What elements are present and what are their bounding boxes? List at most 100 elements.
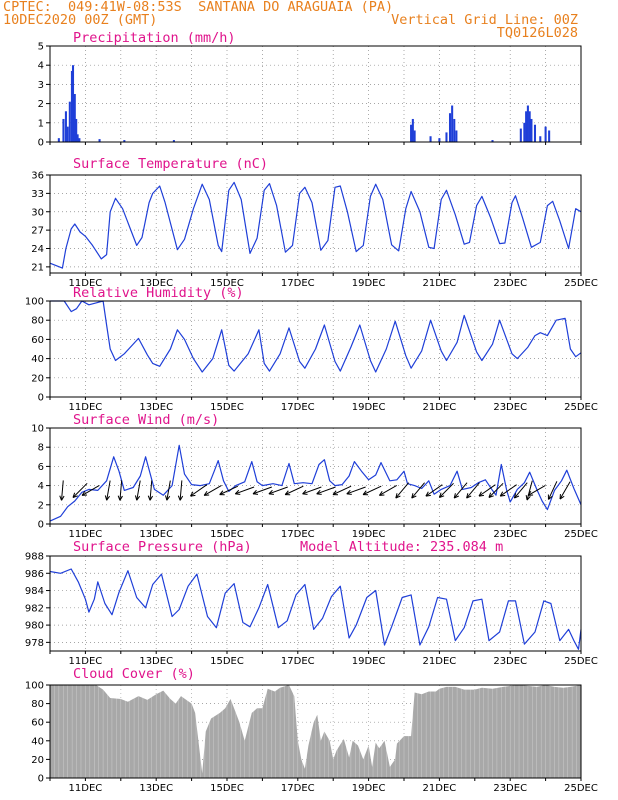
x-tick-label: 25DEC	[564, 783, 598, 794]
y-tick-label: 100	[25, 297, 44, 308]
precip-bar	[445, 132, 448, 142]
y-tick-label: 60	[31, 718, 44, 729]
y-tick-label: 0	[38, 393, 44, 404]
wind-arrow	[234, 486, 255, 495]
humidity-panel: Relative Humidity (%) 0 20 40 60 80 100 11DEC 13…	[25, 285, 598, 413]
y-tick-label: 1	[38, 118, 44, 129]
wind-arrow	[134, 480, 141, 501]
model-code: TQ0126L028	[496, 25, 578, 41]
precip-bar	[64, 111, 67, 142]
precip-bar	[66, 126, 69, 142]
precip-bar	[172, 140, 175, 142]
wind-title: Surface Wind (m/s)	[73, 412, 219, 428]
x-tick-label: 21DEC	[423, 278, 457, 289]
y-tick-label: 980	[25, 621, 44, 632]
wind-arrow	[346, 486, 366, 495]
pressure-data	[49, 568, 582, 650]
x-tick-label: 21DEC	[423, 656, 457, 667]
wind-arrow	[453, 482, 468, 499]
y-tick-label: 33	[31, 189, 44, 200]
wind-arrow	[488, 482, 504, 498]
precip-bar	[98, 139, 101, 142]
precip-bar	[57, 138, 60, 142]
x-tick-label: 17DEC	[281, 656, 315, 667]
precip-bar	[519, 128, 522, 142]
y-tick-label: 40	[31, 736, 44, 747]
cloud-cover-panel: Cloud Cover (%) 0 20 40 60 80 100 11DEC 13DEC 15D…	[25, 666, 598, 794]
y-tick-label: 5	[38, 42, 44, 53]
plot-frame	[49, 684, 582, 779]
wind-arrow	[466, 482, 480, 499]
x-tick-label: 19DEC	[352, 402, 386, 413]
x-tick-label: 13DEC	[139, 402, 173, 413]
x-tick-label: 11DEC	[69, 656, 103, 667]
x-tick-label: 17DEC	[281, 278, 315, 289]
precip-bar	[411, 118, 414, 142]
precip-bar	[410, 124, 413, 142]
x-tick-label: 11DEC	[69, 529, 103, 540]
wind-arrow	[59, 480, 65, 501]
wind-arrow	[425, 484, 443, 497]
humidity-data	[50, 300, 582, 373]
x-tick-label: 13DEC	[139, 529, 173, 540]
x-tick-label: 15DEC	[210, 278, 244, 289]
y-tick-label: 978	[25, 638, 44, 649]
wind-arrow	[411, 482, 425, 499]
precip-bar	[451, 105, 454, 142]
precip-bar	[448, 113, 452, 142]
cloud-cover-title: Cloud Cover (%)	[73, 666, 195, 682]
wind-arrow	[117, 480, 123, 501]
x-tick-label: 23DEC	[493, 402, 527, 413]
x-tick-label: 15DEC	[210, 656, 244, 667]
precipitation-data	[57, 65, 551, 142]
y-tick-label: 80	[31, 316, 44, 327]
pressure-title: Surface Pressure (hPa)	[73, 539, 252, 555]
wind-arrow	[252, 486, 272, 495]
y-tick-label: 36	[31, 171, 44, 182]
wind-arrow	[104, 480, 111, 501]
wind-arrow	[362, 485, 382, 496]
precip-bar	[453, 118, 456, 142]
y-tick-label: 984	[25, 586, 44, 597]
y-tick-label: 2	[38, 99, 44, 110]
y-tick-label: 8	[38, 443, 44, 454]
wind-panel: Surface Wind (m/s) 0 2 4 6 8 10 11DEC 13DEC 15DEC…	[31, 412, 598, 540]
wind-arrow	[332, 485, 352, 496]
plot-frame	[49, 300, 582, 398]
precip-bar	[455, 130, 458, 142]
precipitation-title: Precipitation (mm/h)	[73, 30, 236, 46]
date-header: 10DEC2020 00Z (GMT)	[3, 12, 158, 28]
pressure-panel: Surface Pressure (hPa) Model Altitude: 23…	[25, 539, 598, 667]
precip-bar	[73, 94, 76, 142]
plot-frame	[49, 427, 582, 525]
x-tick-label: 11DEC	[69, 783, 103, 794]
y-tick-label: 3	[38, 80, 44, 91]
precip-bar	[413, 130, 416, 142]
precip-bar	[528, 111, 531, 142]
x-tick-label: 21DEC	[423, 783, 457, 794]
wind-arrow	[177, 480, 184, 501]
y-tick-label: 40	[31, 354, 44, 365]
x-tick-label: 15DEC	[210, 529, 244, 540]
wind-arrow	[81, 484, 100, 496]
x-tick-label: 25DEC	[564, 402, 598, 413]
precip-bar	[123, 140, 126, 142]
precip-bar	[539, 136, 542, 142]
x-tick-label: 15DEC	[210, 402, 244, 413]
humidity-line	[50, 300, 582, 373]
precipitation-panel: Precipitation (mm/h) 0 1 2 3 4 5	[38, 30, 582, 149]
wind-arrow	[395, 482, 410, 499]
y-tick-label: 80	[31, 699, 44, 710]
x-tick-label: 13DEC	[139, 656, 173, 667]
y-tick-label: 982	[25, 603, 44, 614]
wind-arrow	[147, 480, 154, 501]
precip-bar	[544, 126, 547, 142]
y-tick-label: 6	[38, 462, 44, 473]
x-tick-label: 13DEC	[139, 783, 173, 794]
y-tick-label: 20	[31, 373, 44, 384]
y-tick-label: 986	[25, 569, 44, 580]
wind-arrow	[525, 480, 533, 501]
precip-bar	[71, 65, 75, 142]
wind-arrow	[316, 486, 336, 495]
temperature-title: Surface Temperature (nC)	[73, 156, 268, 172]
